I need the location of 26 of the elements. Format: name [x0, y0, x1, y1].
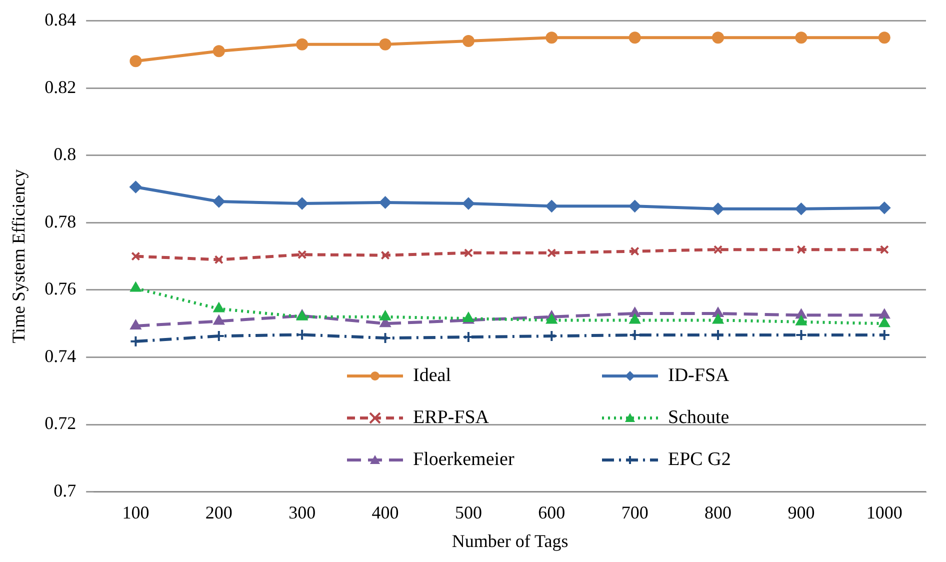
y-tick-label: 0.82 — [44, 76, 76, 97]
legend-label: ID-FSA — [668, 365, 730, 387]
x-tick-label: 400 — [372, 502, 399, 522]
x-tick-label: 900 — [788, 502, 815, 522]
legend-label: ERP-FSA — [413, 407, 490, 429]
legend-label: Floerkemeier — [413, 449, 514, 471]
x-tick-label: 600 — [538, 502, 566, 522]
x-tick-label: 300 — [288, 502, 316, 522]
x-tick-label: 700 — [621, 502, 648, 522]
x-tick-label: 1000 — [866, 502, 902, 522]
y-tick-label: 0.8 — [54, 144, 76, 164]
x-tick-label: 100 — [122, 502, 150, 522]
y-tick-label: 0.78 — [44, 211, 76, 232]
x-tick-label: 800 — [704, 502, 732, 522]
legend-label: Ideal — [413, 365, 451, 387]
legend-label: EPC G2 — [668, 449, 731, 471]
x-tick-label: 500 — [454, 502, 482, 522]
y-tick-label: 0.74 — [44, 346, 76, 366]
x-tick-label: 200 — [205, 502, 232, 522]
y-tick-label: 0.76 — [44, 278, 76, 299]
x-axis-title: Number of Tags — [452, 530, 568, 551]
y-tick-label: 0.84 — [44, 10, 76, 30]
y-tick-label: 0.7 — [54, 480, 76, 501]
y-tick-label: 0.72 — [44, 413, 76, 434]
y-axis-title: Time System Efficiency — [8, 169, 29, 344]
legend-label: Schoute — [668, 407, 730, 429]
